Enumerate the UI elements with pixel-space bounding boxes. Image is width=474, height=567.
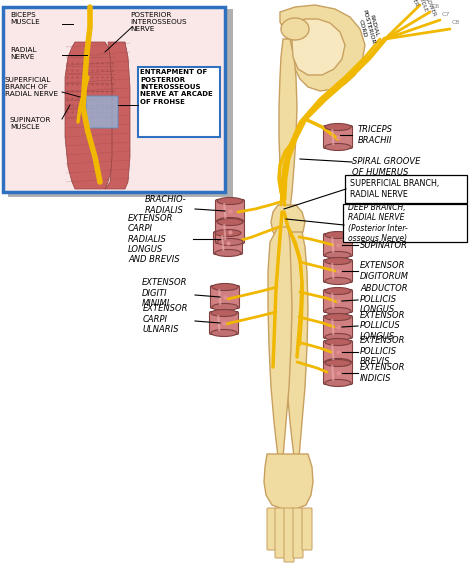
Text: SUPERFICIAL BRANCH,
RADIAL NERVE: SUPERFICIAL BRANCH, RADIAL NERVE — [350, 179, 439, 198]
Text: EXTENSOR
POLLICUS
LONGUS: EXTENSOR POLLICUS LONGUS — [360, 311, 405, 341]
Text: SPIRAL GROOVE
OF HUMERUS: SPIRAL GROOVE OF HUMERUS — [352, 157, 420, 177]
Ellipse shape — [212, 303, 238, 311]
Ellipse shape — [325, 359, 351, 366]
Text: ENTRAPMENT OF
POSTERIOR
INTEROSSEOUS
NERVE AT ARCADE
OF FROHSE: ENTRAPMENT OF POSTERIOR INTEROSSEOUS NER… — [140, 69, 213, 105]
Ellipse shape — [212, 284, 238, 290]
Ellipse shape — [217, 197, 243, 205]
Polygon shape — [292, 19, 345, 75]
Text: LOWER: LOWER — [425, 0, 437, 18]
Ellipse shape — [215, 230, 241, 236]
Ellipse shape — [211, 329, 237, 336]
Ellipse shape — [215, 249, 241, 256]
FancyBboxPatch shape — [8, 9, 233, 197]
Text: C7: C7 — [442, 12, 450, 17]
Ellipse shape — [325, 124, 351, 130]
FancyBboxPatch shape — [216, 221, 245, 243]
FancyBboxPatch shape — [216, 200, 245, 222]
Text: EXTENSOR
CARPI
ULNARIS: EXTENSOR CARPI ULNARIS — [143, 304, 189, 334]
Ellipse shape — [217, 218, 243, 225]
FancyBboxPatch shape — [284, 508, 294, 562]
FancyBboxPatch shape — [3, 7, 225, 192]
Text: BRACHIO-
RADIALIS: BRACHIO- RADIALIS — [145, 195, 187, 215]
Text: SUPINATOR: SUPINATOR — [360, 240, 408, 249]
Text: EXTENSOR
DIGITI
MINIMI: EXTENSOR DIGITI MINIMI — [142, 278, 188, 308]
Text: C6: C6 — [432, 4, 440, 9]
Text: EXTENSOR
POLLICIS
BREVIS: EXTENSOR POLLICIS BREVIS — [360, 336, 405, 366]
Ellipse shape — [325, 358, 351, 366]
FancyBboxPatch shape — [323, 341, 353, 363]
Text: POSTERIOR
INTEROSSEOUS
NERVE: POSTERIOR INTEROSSEOUS NERVE — [130, 12, 187, 32]
Text: EXTENSOR
DIGITORUM: EXTENSOR DIGITORUM — [360, 261, 409, 281]
Polygon shape — [65, 42, 115, 189]
Polygon shape — [279, 39, 297, 209]
Text: DEEP BRANCH,
RADIAL NERVE
(Posterior Inter-
osseous Nerve): DEEP BRANCH, RADIAL NERVE (Posterior Int… — [348, 204, 408, 243]
Polygon shape — [105, 42, 130, 189]
Ellipse shape — [325, 379, 351, 387]
Polygon shape — [280, 5, 365, 91]
Text: SUPERFICIAL
BRANCH OF
RADIAL NERVE: SUPERFICIAL BRANCH OF RADIAL NERVE — [5, 77, 58, 97]
Text: RADIAL
POSTERIOR
CORD: RADIAL POSTERIOR CORD — [356, 7, 381, 46]
Text: C5: C5 — [422, 0, 430, 2]
Text: ABDUCTOR
POLLICIS
LONGUS: ABDUCTOR POLLICIS LONGUS — [360, 284, 408, 314]
Text: UPPER: UPPER — [407, 0, 419, 8]
FancyBboxPatch shape — [275, 508, 285, 558]
Ellipse shape — [325, 252, 351, 259]
Ellipse shape — [325, 307, 351, 315]
Polygon shape — [268, 227, 292, 457]
Text: EXTENSOR
CARPI
RADIALIS
LONGUS
AND BREVIS: EXTENSOR CARPI RADIALIS LONGUS AND BREVI… — [128, 214, 180, 264]
Ellipse shape — [217, 218, 243, 226]
Polygon shape — [284, 232, 308, 457]
Polygon shape — [264, 454, 313, 509]
FancyBboxPatch shape — [343, 204, 467, 242]
Ellipse shape — [325, 277, 351, 285]
Ellipse shape — [217, 239, 243, 246]
Ellipse shape — [281, 18, 309, 40]
Text: EXTENSOR
INDICIS: EXTENSOR INDICIS — [360, 363, 405, 383]
FancyBboxPatch shape — [302, 508, 312, 550]
FancyBboxPatch shape — [138, 67, 220, 137]
Ellipse shape — [211, 310, 237, 316]
Text: MIDDLE: MIDDLE — [416, 0, 428, 13]
Ellipse shape — [325, 257, 351, 264]
FancyBboxPatch shape — [213, 231, 243, 255]
FancyBboxPatch shape — [323, 315, 353, 338]
FancyBboxPatch shape — [323, 234, 353, 256]
FancyBboxPatch shape — [293, 508, 303, 558]
Text: RADIAL
NERVE: RADIAL NERVE — [10, 47, 36, 60]
Text: BICEPS
MUSCLE: BICEPS MUSCLE — [10, 12, 40, 25]
Ellipse shape — [325, 333, 351, 341]
Ellipse shape — [325, 287, 351, 294]
Ellipse shape — [325, 338, 351, 345]
Text: C8: C8 — [452, 20, 460, 25]
FancyBboxPatch shape — [210, 286, 239, 308]
Ellipse shape — [325, 314, 351, 320]
FancyBboxPatch shape — [86, 96, 118, 128]
Polygon shape — [271, 205, 305, 242]
FancyBboxPatch shape — [267, 508, 277, 550]
FancyBboxPatch shape — [323, 260, 353, 282]
Ellipse shape — [325, 143, 351, 150]
Text: SUPINATOR
MUSCLE: SUPINATOR MUSCLE — [10, 117, 51, 130]
FancyBboxPatch shape — [210, 311, 238, 335]
Ellipse shape — [325, 231, 351, 239]
FancyBboxPatch shape — [323, 125, 353, 149]
Text: TRICEPS
BRACHII: TRICEPS BRACHII — [358, 125, 393, 145]
FancyBboxPatch shape — [323, 290, 353, 312]
FancyBboxPatch shape — [323, 362, 353, 384]
FancyBboxPatch shape — [345, 175, 467, 203]
